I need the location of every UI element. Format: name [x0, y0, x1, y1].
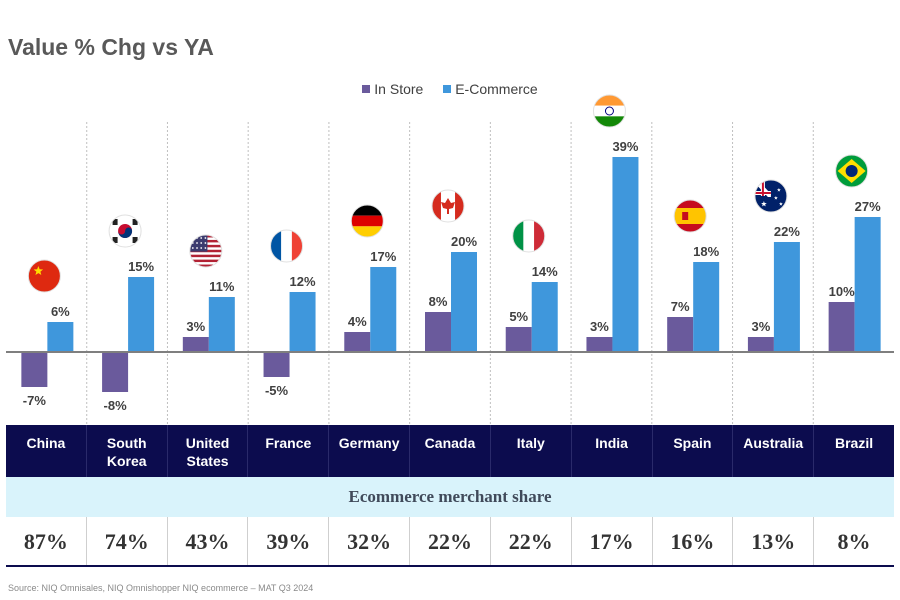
merchant-share-value: 22%: [410, 517, 491, 565]
country-label: China: [6, 425, 87, 477]
bar-ecommerce: [693, 262, 720, 352]
merchant-share-value: 87%: [6, 517, 87, 565]
country-label: Brazil: [834, 435, 874, 451]
bar-ecommerce: [451, 252, 477, 352]
data-label-ecommerce: 6%: [51, 304, 70, 319]
country-label: France: [248, 425, 330, 477]
legend-item-ecommerce: E-Commerce: [443, 81, 538, 97]
merchant-share-value: 39%: [248, 517, 330, 565]
bar-in-store: [747, 337, 774, 352]
merchant-share-value: 13%: [733, 517, 815, 565]
merchant-share-value: 8%: [837, 529, 871, 554]
country-label: Canada: [410, 425, 491, 477]
merchant-share-value: 74%: [87, 517, 168, 565]
legend-item-in-store: In Store: [362, 81, 423, 97]
data-label-ecommerce: 11%: [209, 279, 235, 294]
merchant-share-value: 17%: [572, 517, 653, 565]
united-states-flag-icon: [189, 234, 223, 268]
bar-in-store: [667, 317, 694, 352]
brazil-flag-icon: [835, 154, 869, 188]
canada-flag-icon: [431, 189, 465, 223]
bar-chart: -7% 6% -8% 15% 3% 11% -5% 12% 4% 17% 8% 20% 5% 14% 3% 3…: [6, 94, 894, 425]
bar-in-store: [586, 337, 613, 352]
bar-ecommerce: [128, 277, 155, 352]
data-label-ecommerce: 14%: [532, 264, 558, 279]
data-label-ecommerce: 22%: [774, 224, 800, 239]
data-label-in-store: 8%: [429, 294, 448, 309]
country-label: Italy: [491, 425, 572, 477]
bar-ecommerce: [289, 292, 316, 352]
australia-flag-icon: [754, 179, 788, 213]
data-label-in-store: 4%: [348, 314, 367, 329]
data-label-ecommerce: 18%: [693, 244, 719, 259]
data-label-in-store: -5%: [265, 383, 289, 398]
bar-in-store: [425, 312, 451, 352]
source-note: Source: NIQ Omnisales, NIQ Omnishopper N…: [8, 583, 314, 593]
bar-ecommerce: [773, 242, 800, 352]
legend-label-in-store: In Store: [374, 81, 424, 97]
data-label-in-store: 10%: [829, 284, 855, 299]
bar-in-store: [182, 337, 209, 352]
country-label: India: [572, 425, 653, 477]
data-label-in-store: 5%: [509, 309, 528, 324]
data-label-ecommerce: 15%: [128, 259, 154, 274]
spain-flag-icon: [673, 199, 707, 233]
bar-in-store: [344, 332, 371, 352]
country-label: Germany: [329, 425, 411, 477]
bar-ecommerce: [47, 322, 74, 352]
legend-swatch-ecommerce: [443, 85, 452, 93]
bar-ecommerce: [208, 297, 235, 352]
bar-in-store: [828, 302, 855, 352]
merchant-share-header: Ecommerce merchant share: [6, 477, 894, 517]
bar-ecommerce: [854, 217, 881, 352]
country-labels-band: China South Korea United States France Germa…: [6, 425, 894, 477]
legend-label-ecommerce: E-Commerce: [455, 81, 538, 97]
data-label-in-store: -8%: [104, 398, 128, 413]
china-flag-icon: [27, 259, 61, 293]
data-label-ecommerce: 12%: [290, 274, 316, 289]
data-label-in-store: 3%: [186, 319, 205, 334]
data-label-ecommerce: 27%: [855, 199, 881, 214]
germany-flag-icon: [350, 204, 384, 238]
bar-ecommerce: [531, 282, 558, 352]
merchant-share-value: 43%: [168, 517, 249, 565]
chart-title: Value % Chg vs YA: [8, 34, 214, 60]
data-label-ecommerce: 20%: [451, 234, 477, 249]
data-label-ecommerce: 17%: [370, 249, 396, 264]
bar-in-store: [505, 327, 532, 352]
legend: In Store E-Commerce: [0, 80, 900, 97]
data-label-in-store: 3%: [752, 319, 771, 334]
legend-swatch-in-store: [362, 85, 371, 93]
south-korea-flag-icon: [108, 214, 142, 248]
data-label-in-store: 7%: [671, 299, 690, 314]
italy-flag-icon: [512, 219, 546, 253]
merchant-share-value: 32%: [329, 517, 411, 565]
country-label: Spain: [653, 425, 734, 477]
bar-in-store: [102, 352, 129, 392]
country-label: United States: [168, 425, 249, 477]
merchant-share-row: 87% 74% 43% 39% 32% 22% 22% 17% 16% 13% 8%: [6, 517, 894, 567]
bar-ecommerce: [612, 157, 639, 352]
data-label-in-store: 3%: [590, 319, 609, 334]
bar-in-store: [21, 352, 48, 387]
merchant-share-value: 16%: [653, 517, 734, 565]
data-label-in-store: -7%: [23, 393, 47, 408]
france-flag-icon: [270, 229, 304, 263]
merchant-share-value: 22%: [491, 517, 572, 565]
bar-in-store: [263, 352, 290, 377]
country-label: Australia: [733, 425, 815, 477]
country-label: South Korea: [87, 425, 168, 477]
data-label-ecommerce: 39%: [612, 139, 638, 154]
india-flag-icon: [592, 94, 626, 128]
bar-ecommerce: [370, 267, 397, 352]
